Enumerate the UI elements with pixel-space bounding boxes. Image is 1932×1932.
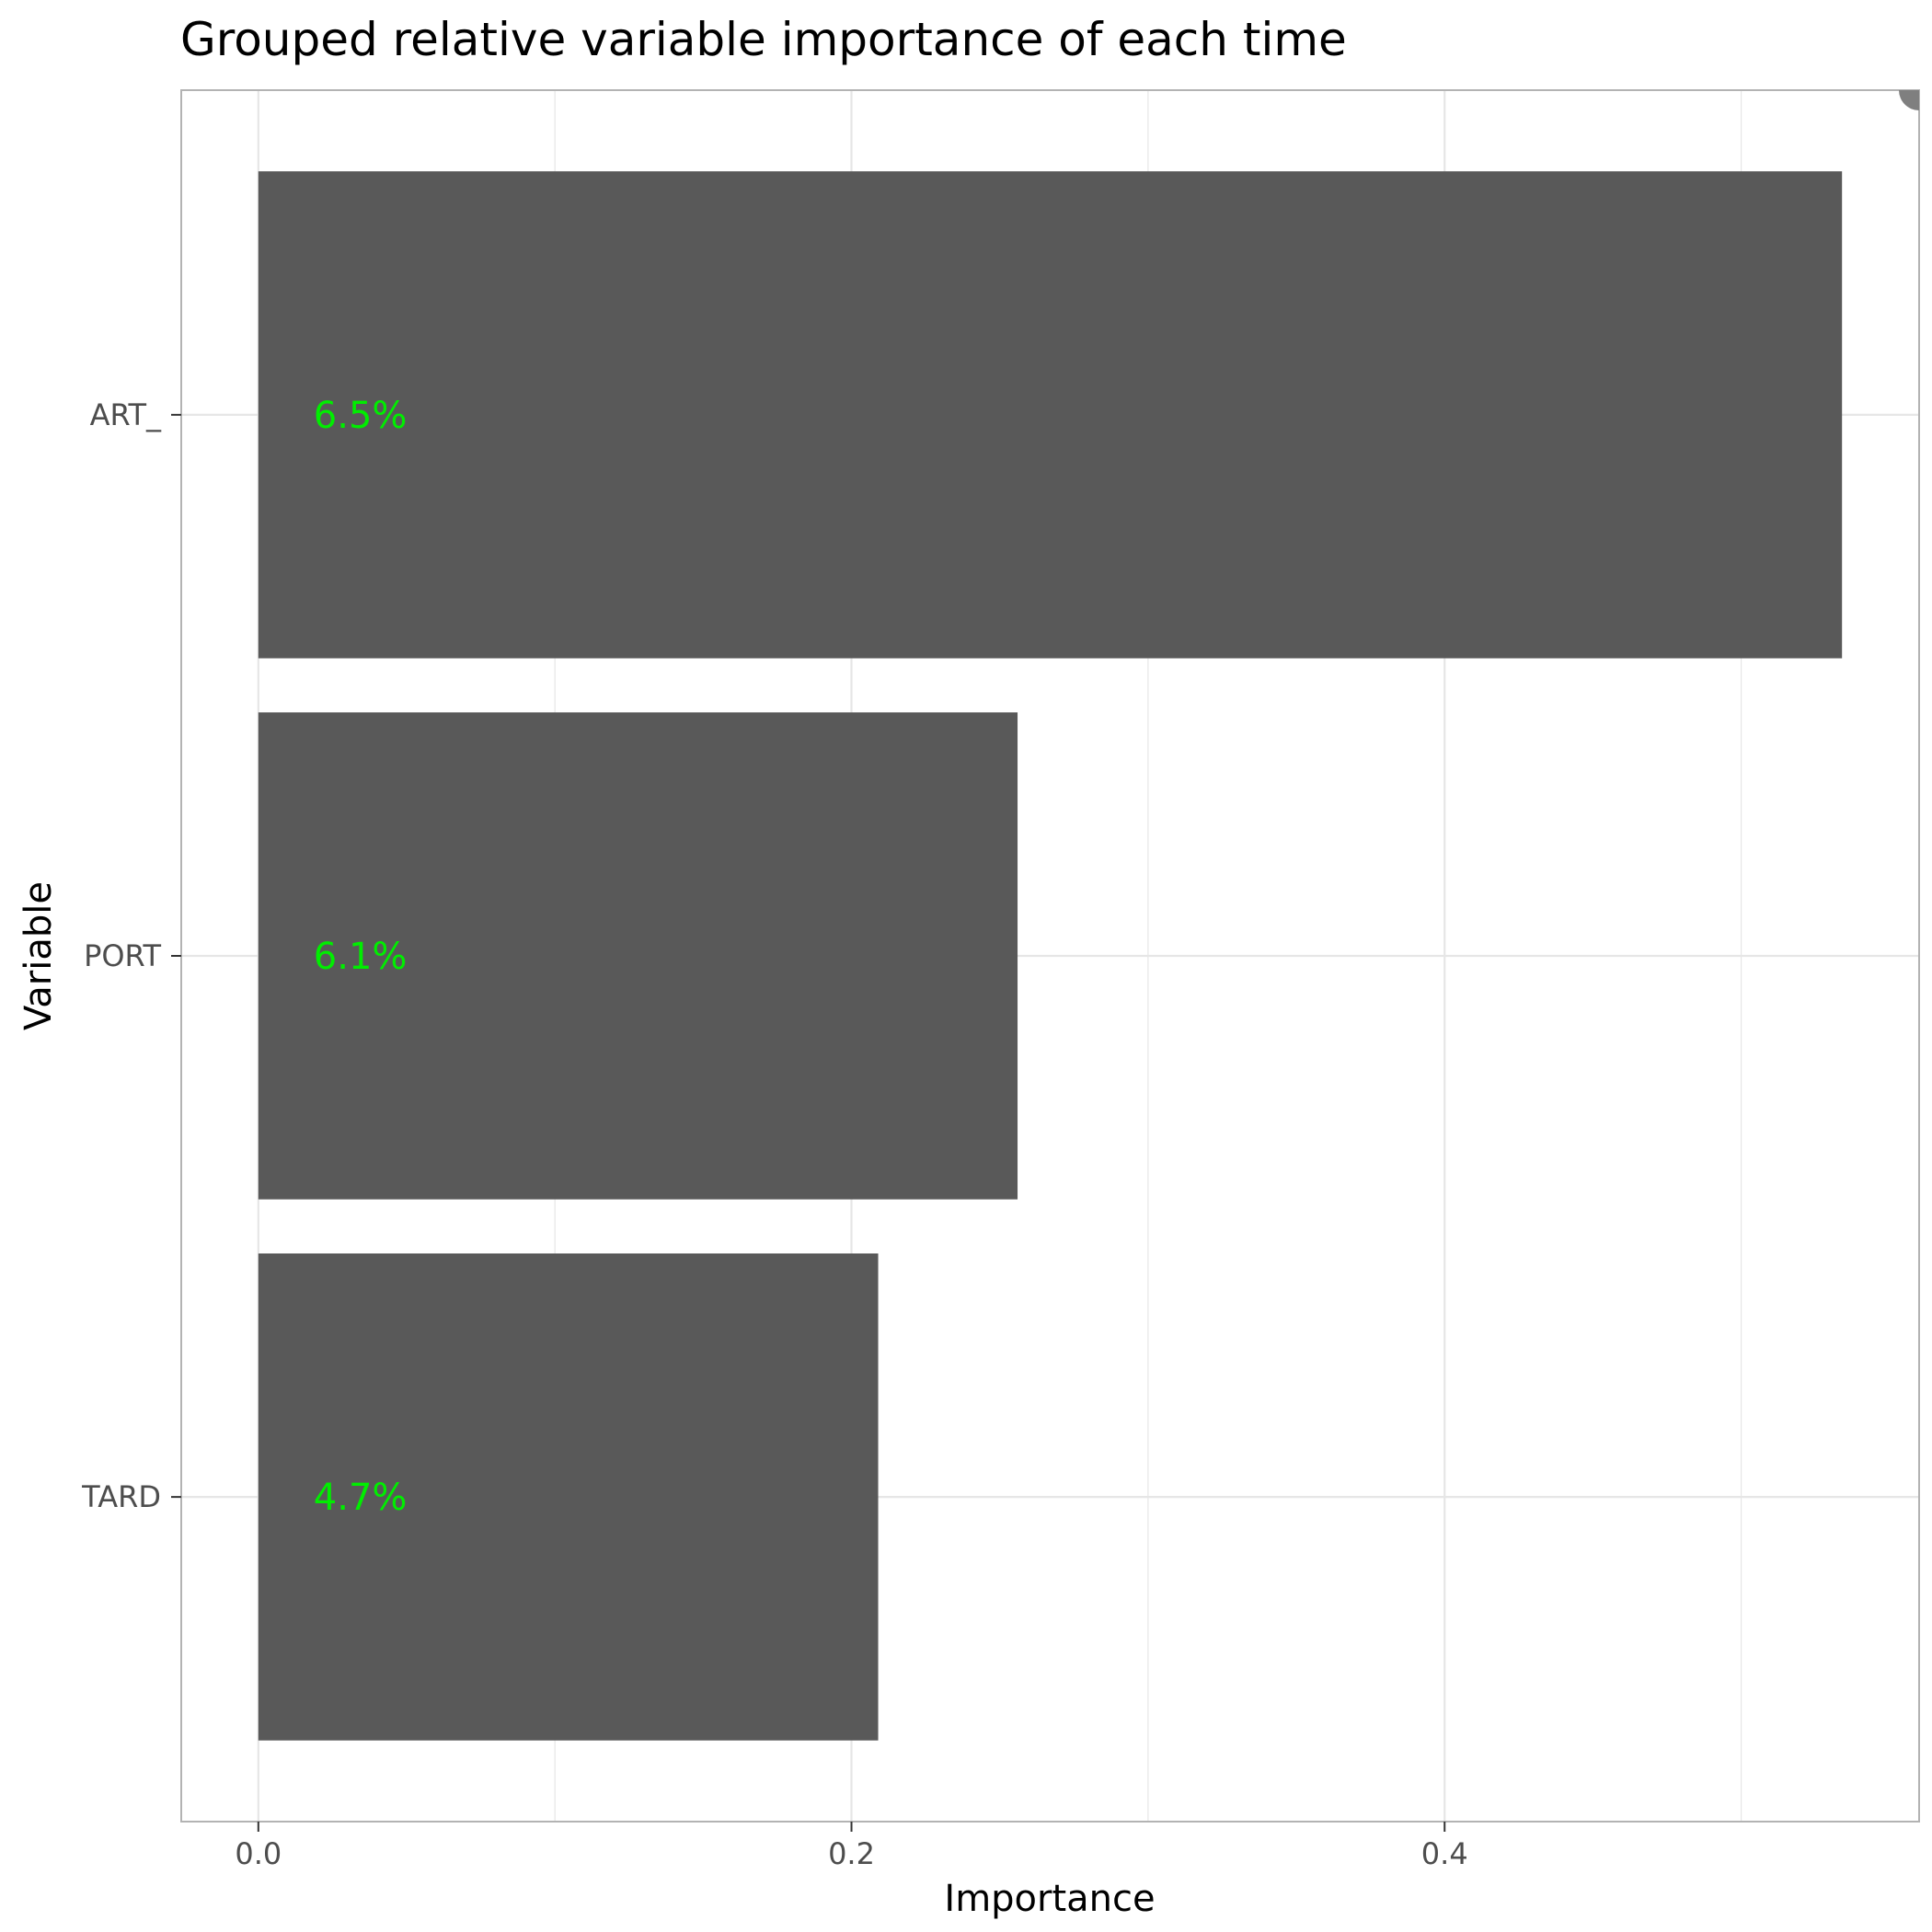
y-axis-title: Variable [17, 881, 60, 1030]
x-tick-label: 0.0 [235, 1836, 282, 1871]
bars [258, 171, 1843, 1741]
y-tick-label: TARD [81, 1479, 161, 1514]
x-axis-title: Importance [944, 1878, 1155, 1920]
x-tick-label: 0.4 [1421, 1836, 1468, 1871]
y-tick-label: PORT [84, 938, 161, 973]
bar-data-label: 6.5% [314, 395, 408, 437]
bar-tard [258, 1253, 879, 1741]
bar-data-label: 6.1% [314, 936, 408, 978]
corner-marker [1899, 90, 1919, 110]
corner-point-marker [1899, 90, 1919, 110]
bar-data-label: 4.7% [314, 1477, 408, 1519]
chart-title: Grouped relative variable importance of … [180, 13, 1347, 66]
y-axis: ART_ PORT TARD [81, 397, 181, 1514]
y-tick-label: ART_ [90, 397, 162, 432]
bar-art [258, 171, 1843, 659]
bar-port [258, 712, 1018, 1200]
x-tick-label: 0.2 [828, 1836, 875, 1871]
data-labels: 6.5% 6.1% 4.7% [314, 395, 408, 1519]
x-axis: 0.0 0.2 0.4 [235, 1822, 1468, 1871]
